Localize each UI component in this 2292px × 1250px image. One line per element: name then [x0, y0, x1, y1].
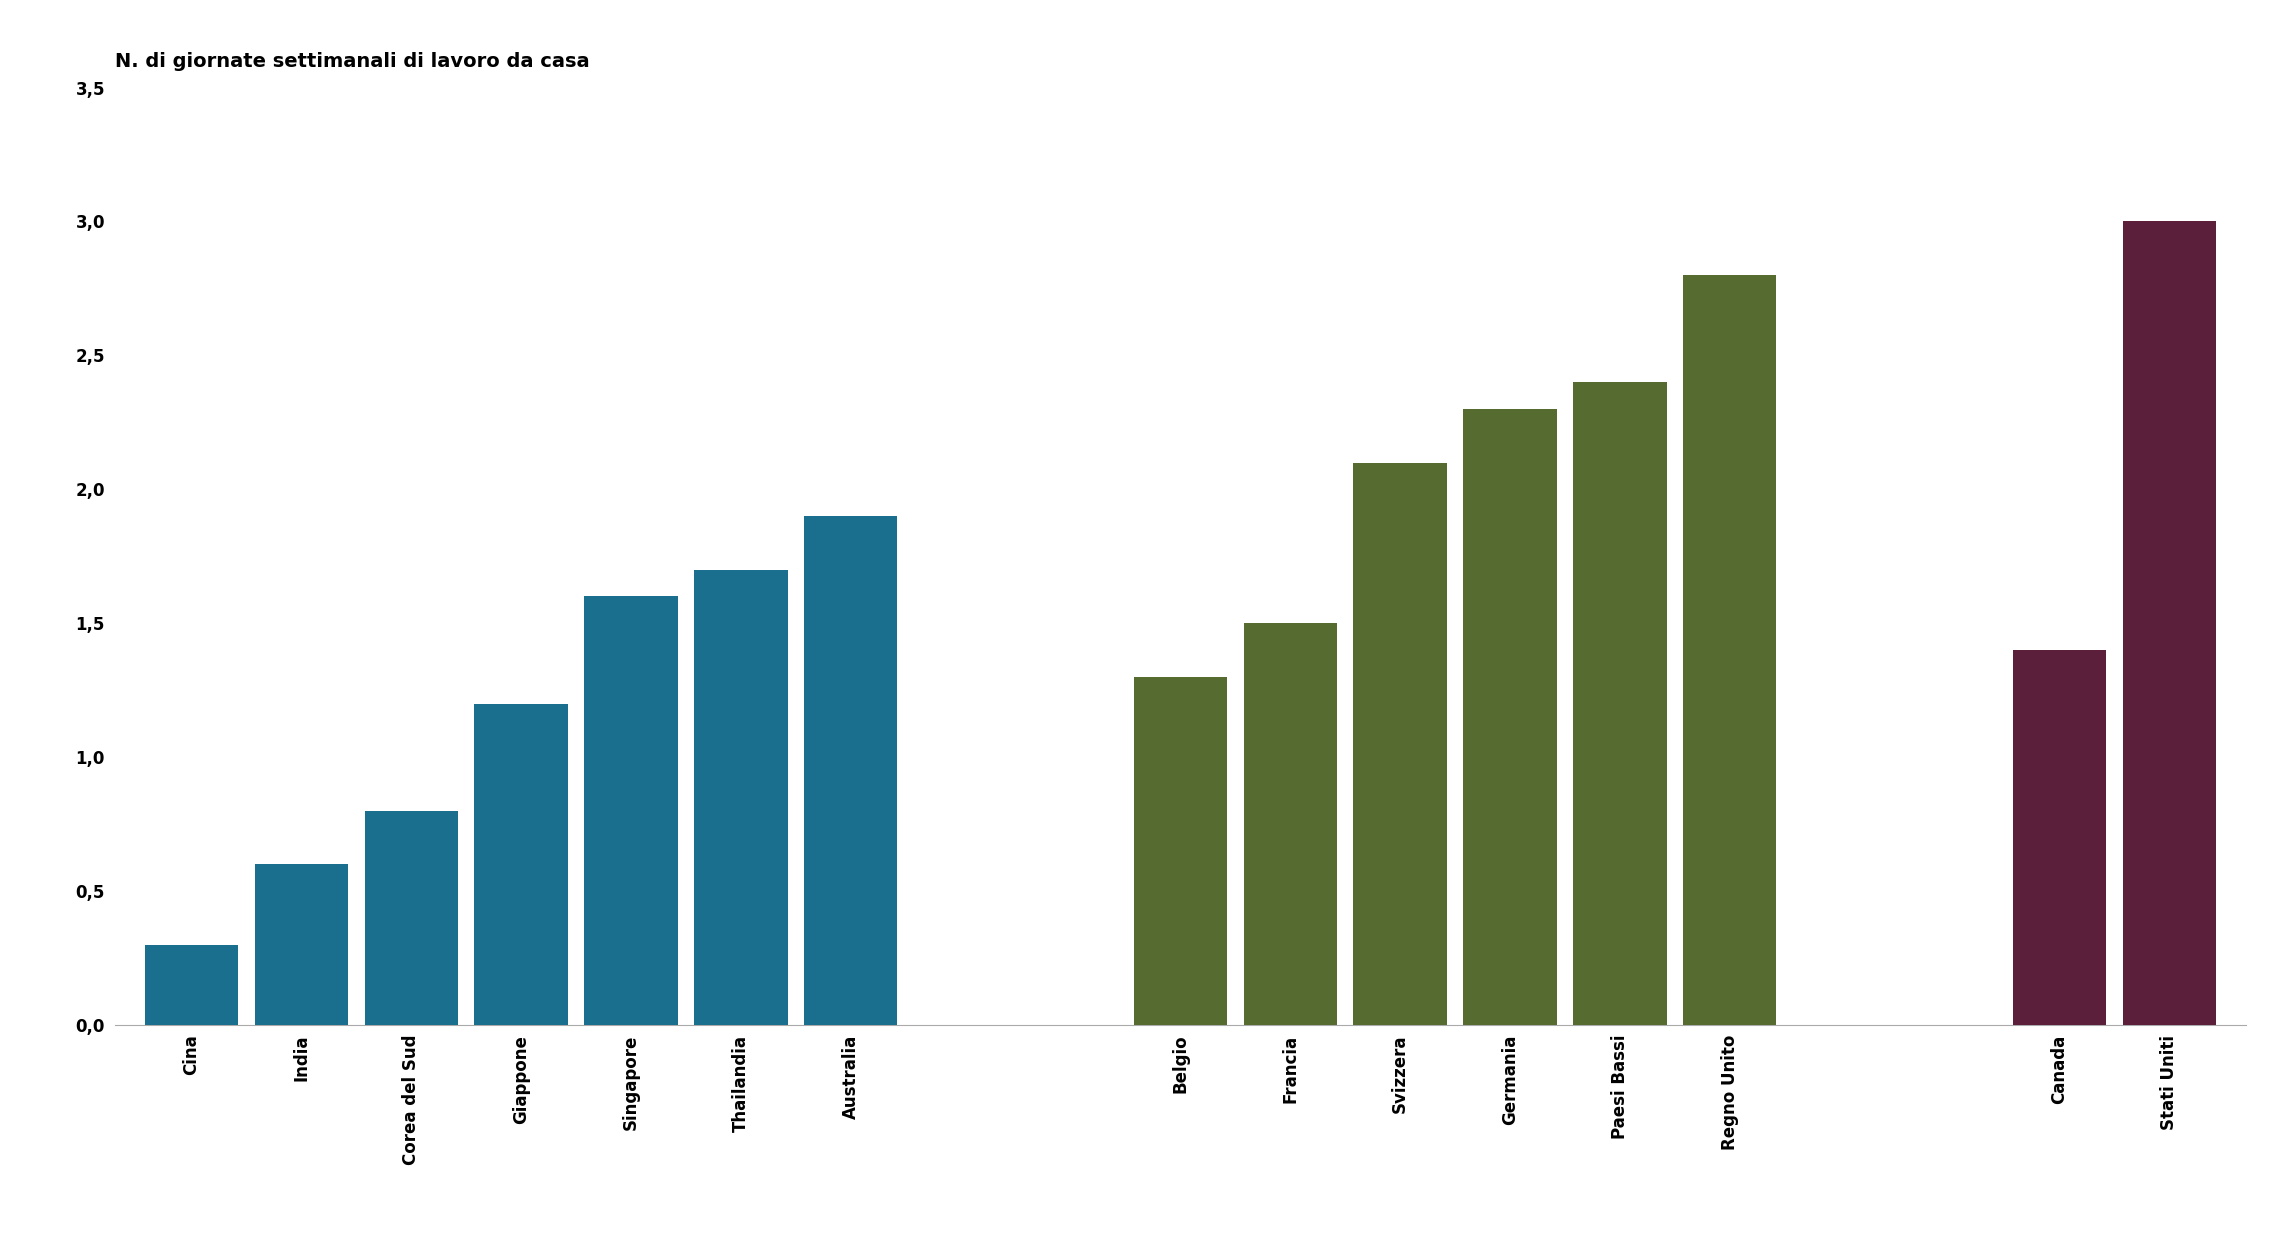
Bar: [1682, 275, 1776, 1025]
Text: N. di giornate settimanali di lavoro da casa: N. di giornate settimanali di lavoro da …: [115, 51, 589, 71]
Bar: [584, 596, 678, 1025]
Bar: [474, 704, 568, 1025]
Bar: [1245, 624, 1336, 1025]
Bar: [2012, 650, 2106, 1025]
Bar: [254, 864, 348, 1025]
Bar: [804, 516, 898, 1025]
Bar: [1355, 462, 1446, 1025]
Bar: [1572, 382, 1666, 1025]
Bar: [364, 811, 458, 1025]
Bar: [1135, 676, 1226, 1025]
Bar: [694, 570, 788, 1025]
Bar: [2122, 221, 2216, 1025]
Bar: [1462, 409, 1556, 1025]
Bar: [144, 945, 238, 1025]
